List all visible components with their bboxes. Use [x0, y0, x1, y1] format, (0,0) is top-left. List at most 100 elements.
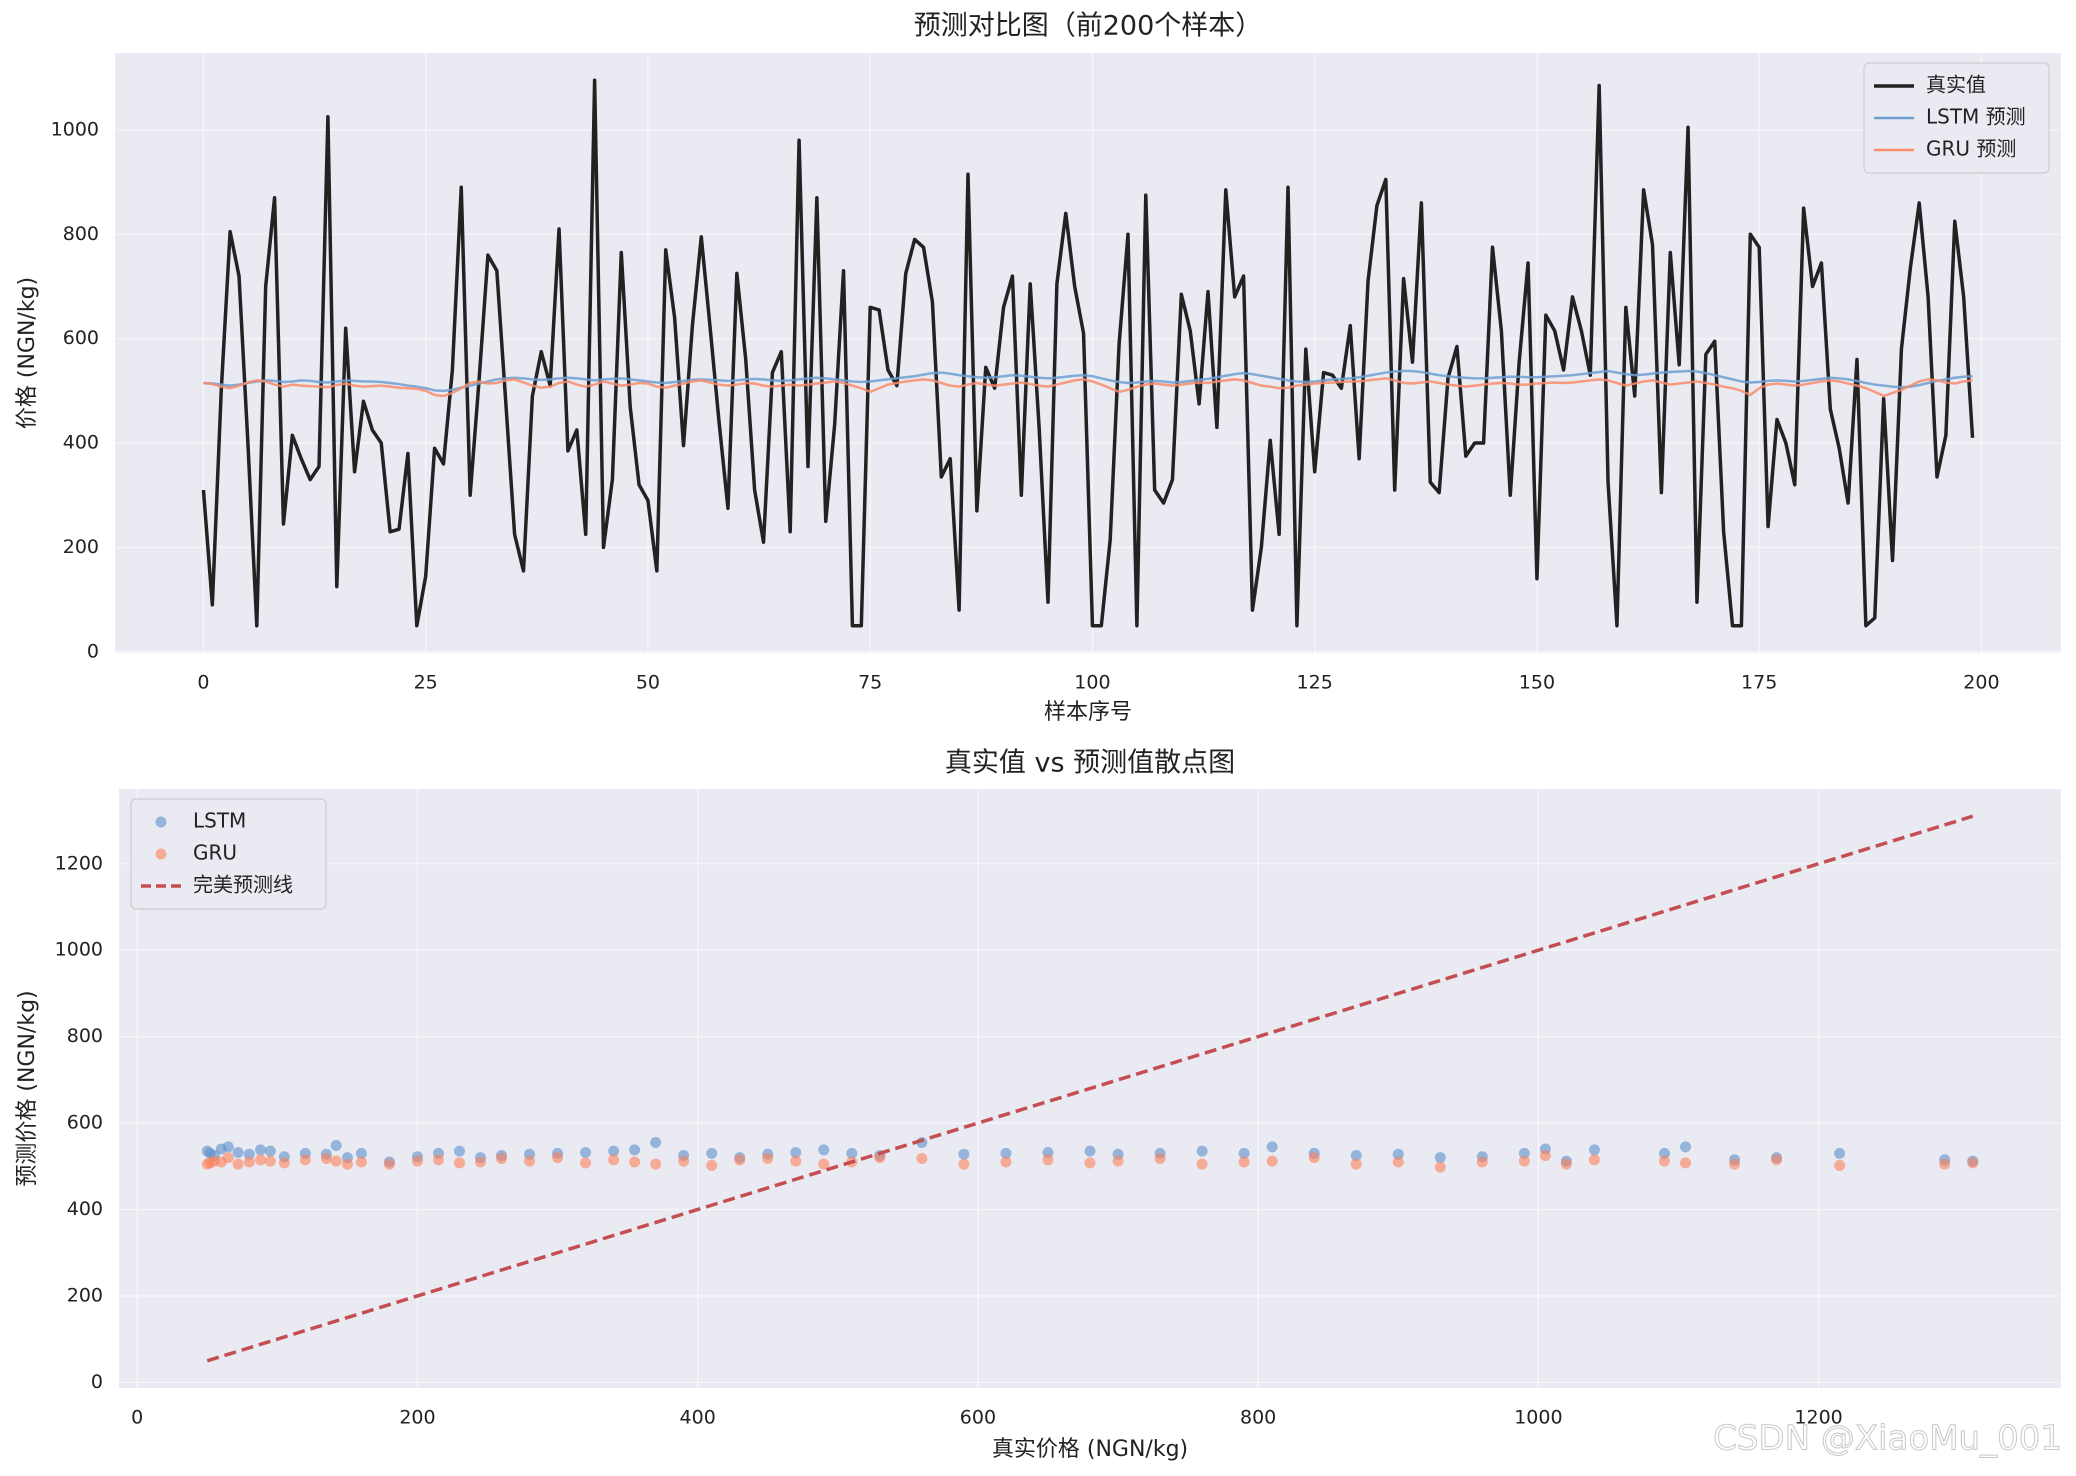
- scatter-point: [1000, 1156, 1012, 1168]
- x-tick-label: 200: [1963, 672, 1999, 694]
- scatter-point: [608, 1145, 620, 1157]
- scatter-point: [762, 1153, 774, 1165]
- scatter-point: [243, 1148, 255, 1160]
- scatter-point: [243, 1156, 255, 1168]
- scatter-point: [264, 1145, 276, 1157]
- scatter-point: [1939, 1158, 1951, 1170]
- scatter-point: [1679, 1141, 1691, 1153]
- x-tick-label: 50: [636, 672, 660, 694]
- scatter-point: [1238, 1156, 1250, 1168]
- scatter-point: [1658, 1155, 1670, 1167]
- x-tick-label: 0: [197, 672, 209, 694]
- scatter-point: [1560, 1158, 1572, 1170]
- scatter-point: [1392, 1148, 1404, 1160]
- plot-area: [115, 53, 2061, 653]
- y-tick-label: 1000: [51, 118, 99, 140]
- scatter-point: [874, 1152, 886, 1164]
- scatter-point: [1238, 1147, 1250, 1159]
- scatter-point: [629, 1144, 641, 1156]
- scatter-point: [1196, 1158, 1208, 1170]
- scatter-point: [790, 1146, 802, 1158]
- scatter-point: [1834, 1159, 1846, 1171]
- legend-box: [130, 798, 327, 910]
- scatter-point: [734, 1154, 746, 1166]
- legend-box: [1863, 62, 2050, 174]
- series-line: [203, 377, 1973, 398]
- scatter-point: [1588, 1144, 1600, 1156]
- scatter-point: [1112, 1155, 1124, 1167]
- scatter-point: [1042, 1154, 1054, 1166]
- scatter-point: [1434, 1161, 1446, 1173]
- scatter-point: [1084, 1157, 1096, 1169]
- y-tick-label: 0: [87, 640, 99, 662]
- x-tick-label: 1000: [1514, 1407, 1562, 1429]
- y-tick-label: 0: [91, 1371, 103, 1393]
- legend-label: LSTM: [193, 809, 246, 833]
- scatter-point: [1539, 1149, 1551, 1161]
- scatter-point: [1350, 1149, 1362, 1161]
- watermark: CSDN @XiaoMu_001: [1713, 1419, 2062, 1459]
- scatter-point: [355, 1156, 367, 1168]
- scatter-point: [678, 1155, 690, 1167]
- legend-label: 完美预测线: [193, 873, 293, 897]
- y-tick-label: 800: [63, 223, 99, 245]
- y-tick-label: 600: [63, 327, 99, 349]
- legend: 真实值 LSTM 预测 GRU 预测: [1863, 62, 2050, 174]
- legend-label: GRU: [193, 841, 237, 865]
- scatter-point: [958, 1148, 970, 1160]
- scatter-point: [222, 1141, 234, 1153]
- scatter-point: [650, 1158, 662, 1170]
- y-tick-label: 1200: [55, 852, 103, 874]
- scatter-point: [222, 1152, 234, 1164]
- scatter-point: [383, 1158, 395, 1170]
- scatter-point: [1308, 1152, 1320, 1164]
- scatter-point: [1266, 1155, 1278, 1167]
- scatter-point: [706, 1147, 718, 1159]
- x-tick-label: 800: [1240, 1407, 1276, 1429]
- scatter-point: [552, 1152, 564, 1164]
- scatter-point: [255, 1154, 267, 1166]
- scatter-point: [255, 1144, 267, 1156]
- scatter-point: [474, 1156, 486, 1168]
- x-axis-label: 真实价格 (NGN/kg): [992, 1437, 1188, 1462]
- scatter-point: [916, 1153, 928, 1165]
- y-tick-label: 1000: [55, 939, 103, 961]
- scatter-point: [320, 1153, 332, 1165]
- chart-title: 真实值 vs 预测值散点图: [945, 748, 1235, 779]
- y-tick-label: 400: [63, 432, 99, 454]
- scatter-point: [341, 1158, 353, 1170]
- y-tick-label: 400: [67, 1198, 103, 1220]
- scatter-point: [1266, 1141, 1278, 1153]
- legend-swatch: [155, 816, 167, 828]
- scatter-point: [355, 1147, 367, 1159]
- scatter-point: [1658, 1147, 1670, 1159]
- scatter-point: [706, 1159, 718, 1171]
- scatter-point: [1518, 1147, 1530, 1159]
- scatter-point: [1771, 1154, 1783, 1166]
- scatter-point: [1350, 1158, 1362, 1170]
- scatter-point: [330, 1140, 342, 1152]
- series-line: [206, 814, 1974, 1363]
- scatter-point: [232, 1158, 244, 1170]
- y-tick-label: 200: [67, 1284, 103, 1306]
- scatter-point: [264, 1155, 276, 1167]
- scatter-point: [1679, 1157, 1691, 1169]
- x-tick-label: 400: [680, 1407, 716, 1429]
- x-tick-label: 75: [858, 672, 882, 694]
- scatter-point: [650, 1137, 662, 1149]
- legend: LSTM GRU 完美预测线: [130, 798, 327, 910]
- scatter-point: [453, 1145, 465, 1157]
- legend-swatch: [155, 848, 167, 860]
- scatter-point: [580, 1157, 592, 1169]
- scatter-point: [496, 1153, 508, 1165]
- legend-label: LSTM 预测: [1926, 105, 2026, 129]
- scatter-point: [608, 1154, 620, 1166]
- scatter-point: [232, 1146, 244, 1158]
- scatter-point: [1154, 1153, 1166, 1165]
- scatter-point: [580, 1146, 592, 1158]
- x-tick-label: 0: [131, 1407, 143, 1429]
- scatter-point: [629, 1156, 641, 1168]
- scatter-point: [330, 1155, 342, 1167]
